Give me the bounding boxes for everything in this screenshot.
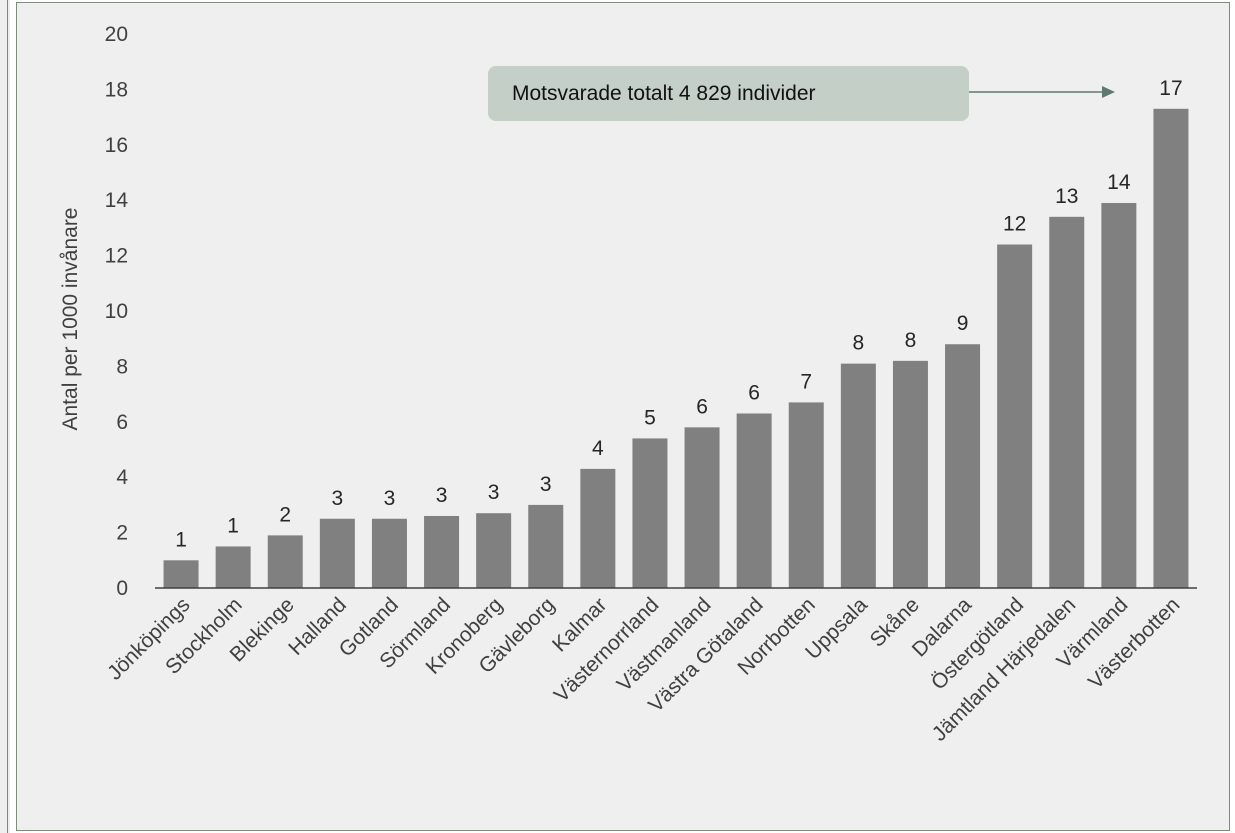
y-tick-label: 20 [105,23,128,46]
bar-value-label: 1 [227,514,239,537]
bar-value-label: 13 [1055,185,1078,208]
bar [215,546,251,588]
y-axis-title: Antal per 1000 invånare [59,208,82,431]
y-tick-label: 16 [105,134,128,157]
bar-value-label: 3 [436,484,448,507]
bar-value-label: 3 [540,473,552,496]
category-labels: JönköpingsStockholmBlekingeHallandGotlan… [103,593,1184,746]
bar [163,560,199,588]
bar-value-label: 2 [279,503,291,526]
bar [267,535,303,588]
bar [580,468,616,588]
bar [997,244,1033,588]
y-tick-label: 12 [105,245,128,268]
y-axis-ticks: 0 2 4 6 8 10 12 14 16 18 20 [105,23,129,600]
bar-value-label: 17 [1159,77,1182,100]
bar [371,518,407,588]
bar-value-label: 1 [175,528,187,551]
y-tick-label: 0 [116,577,128,600]
annotation-callout: Motsvarade totalt 4 829 individer [488,66,969,121]
y-tick-label: 2 [116,522,128,545]
bar-value-label: 8 [905,329,917,352]
y-tick-label: 14 [105,189,129,212]
annotation-text: Motsvarade totalt 4 829 individer [512,81,816,105]
bar [1049,216,1085,588]
bars [163,108,1189,588]
left-edge-line [7,0,8,833]
bar-value-label: 6 [748,381,760,404]
y-tick-label: 8 [116,355,128,378]
x-category-label: Västerbotten [1084,593,1184,693]
bar [788,402,824,588]
bar-value-label: 5 [644,406,656,429]
bar [1101,202,1137,588]
bar [632,438,668,588]
bar [476,513,512,588]
bar-value-label: 9 [957,312,969,335]
bar-value-label: 14 [1107,171,1131,194]
bar [1153,108,1189,588]
bar-value-label: 8 [853,332,865,355]
y-tick-label: 10 [105,300,128,323]
bar-value-label: 3 [384,487,396,510]
y-tick-label: 18 [105,78,128,101]
bar-value-label: 3 [332,487,344,510]
annotation-arrow-head [1102,86,1115,98]
bar-value-label: 7 [800,370,812,393]
bar-value-label: 3 [488,481,500,504]
left-edge-strip [0,0,10,833]
bar-value-label: 12 [1003,213,1026,236]
bar [424,515,460,588]
y-tick-label: 6 [116,411,128,434]
bar [840,363,876,588]
bar [736,413,772,588]
bar [319,518,355,588]
bar [684,427,720,588]
bar [528,504,564,588]
bar-value-label: 4 [592,437,604,460]
y-tick-label: 4 [116,466,128,489]
bar [945,344,981,588]
bar [892,360,928,588]
bar-value-label: 6 [696,395,708,418]
